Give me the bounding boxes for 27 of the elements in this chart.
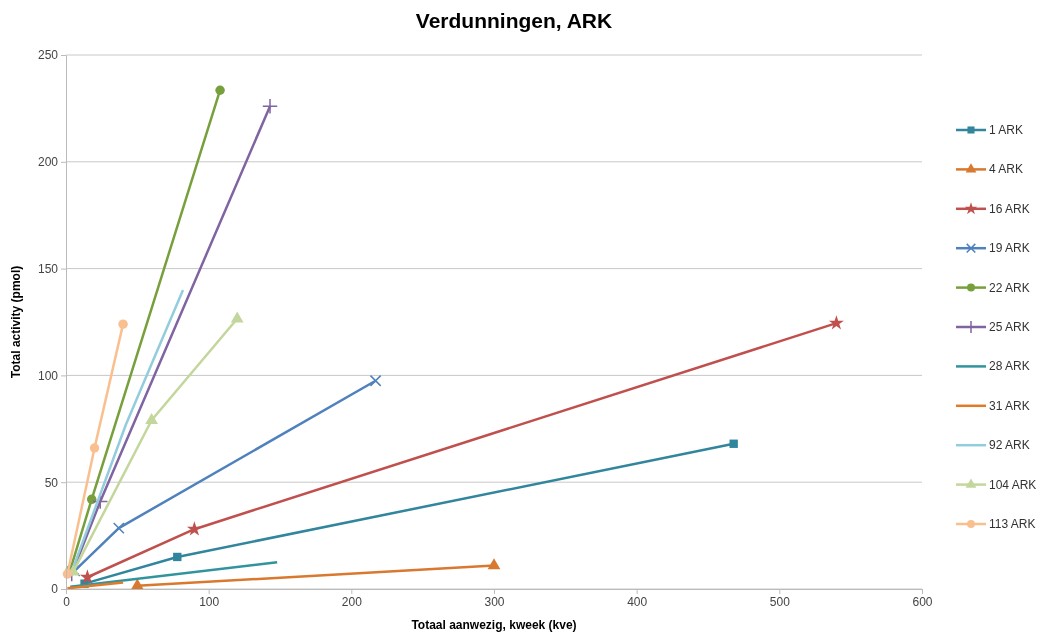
x-tick-label: 500 bbox=[769, 594, 791, 609]
x-axis-title: Totaal aanwezig, kweek (kve) bbox=[411, 618, 577, 632]
legend-label: 92 ARK bbox=[989, 438, 1030, 453]
x-tick-label: 0 bbox=[63, 594, 71, 609]
chart-title: Verdunningen, ARK bbox=[415, 9, 613, 32]
y-tick-label: 150 bbox=[37, 261, 59, 276]
legend-label: 104 ARK bbox=[989, 477, 1037, 492]
legend-label: 22 ARK bbox=[989, 280, 1030, 295]
x-tick-label: 200 bbox=[341, 594, 363, 609]
x-tick-label: 300 bbox=[484, 594, 505, 609]
y-tick-label: 100 bbox=[37, 368, 59, 383]
y-tick-label: 250 bbox=[37, 48, 59, 63]
y-tick-label: 200 bbox=[37, 155, 59, 170]
legend-label: 4 ARK bbox=[989, 162, 1024, 177]
y-axis-title: Total activity (pmol) bbox=[9, 265, 23, 379]
x-tick-label: 400 bbox=[627, 594, 648, 609]
legend-label: 16 ARK bbox=[989, 201, 1030, 216]
y-tick-label: 50 bbox=[44, 475, 59, 490]
legend-label: 28 ARK bbox=[989, 359, 1030, 374]
legend-label: 113 ARK bbox=[989, 517, 1036, 531]
x-tick-label: 600 bbox=[912, 594, 933, 609]
y-tick-label: 0 bbox=[51, 582, 59, 597]
legend-label: 1 ARK bbox=[989, 123, 1024, 137]
legend-label: 31 ARK bbox=[989, 398, 1030, 413]
legend-label: 19 ARK bbox=[989, 241, 1030, 256]
x-tick-label: 100 bbox=[199, 594, 220, 609]
legend-label: 25 ARK bbox=[989, 320, 1030, 334]
